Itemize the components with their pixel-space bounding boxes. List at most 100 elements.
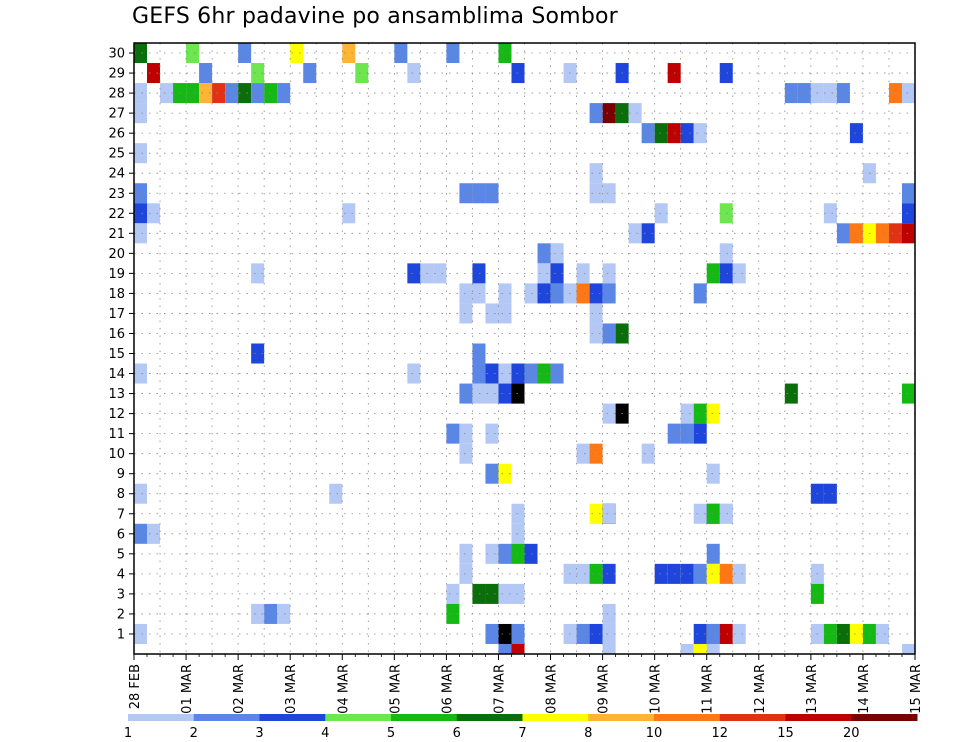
precip-cell [732, 263, 746, 284]
y-tick-label: 11 [108, 427, 125, 442]
y-tick-label: 28 [108, 87, 125, 102]
legend-label: 2 [190, 726, 198, 741]
y-tick-label: 25 [108, 147, 125, 162]
precip-cell [628, 103, 642, 124]
y-tick-label: 30 [108, 47, 125, 62]
precip-cell [836, 623, 850, 644]
precip-cell [186, 83, 200, 104]
precip-cell [680, 123, 694, 144]
y-tick-label: 27 [108, 107, 125, 122]
precip-cell [459, 443, 473, 464]
precip-cell [511, 643, 525, 654]
precip-cell [641, 223, 655, 244]
precip-cell [719, 623, 733, 644]
color-legend: 1 2 3 4 5 6 7 8 10 12 15 20 [124, 714, 918, 741]
precip-cell [823, 83, 837, 104]
precip-cell [303, 63, 317, 84]
precip-cell [186, 43, 200, 64]
precip-cell [329, 483, 343, 504]
precip-cell [706, 403, 720, 424]
y-tick-label: 2 [117, 607, 125, 622]
y-tick-label: 13 [108, 387, 125, 402]
y-tick-label: 8 [117, 487, 125, 502]
precip-cell [277, 83, 291, 104]
heatmap-cells [134, 43, 915, 654]
precip-cell [589, 623, 603, 644]
precip-cell [147, 523, 161, 544]
precip-cell [160, 83, 174, 104]
precip-cell [602, 503, 616, 524]
precip-cell [706, 543, 720, 564]
precip-cell [719, 503, 733, 524]
precip-cell [251, 63, 265, 84]
precip-cell [498, 43, 512, 64]
precip-cell [602, 283, 616, 304]
y-tick-label: 24 [108, 167, 125, 182]
legend-label: 1 [124, 726, 132, 741]
y-tick-label: 5 [117, 547, 125, 562]
precip-cell [602, 103, 616, 124]
precip-cell [589, 443, 603, 464]
precip-cell [732, 623, 746, 644]
legend-swatch [719, 714, 786, 721]
precip-cell [446, 423, 460, 444]
precip-cell [901, 83, 915, 104]
legend-label: 7 [518, 726, 526, 741]
legend-swatch [588, 714, 655, 721]
chart-title: GEFS 6hr padavine po ansamblima Sombor [132, 4, 618, 29]
legend-swatch [193, 714, 260, 721]
precip-cell [485, 623, 499, 644]
precip-cell [875, 623, 889, 644]
precip-cell [550, 263, 564, 284]
precip-cell [576, 283, 590, 304]
x-tick-label: 28 FEB [128, 664, 143, 709]
y-tick-label: 14 [108, 367, 125, 382]
precip-cell [836, 83, 850, 104]
precip-cell [849, 123, 863, 144]
precip-cell [784, 83, 798, 104]
precip-cell [485, 383, 499, 404]
precip-cell [498, 543, 512, 564]
precip-cell [589, 103, 603, 124]
precip-cell [602, 403, 616, 424]
x-tick-label: 14 MAR [857, 664, 872, 714]
precip-cell [784, 383, 798, 404]
precip-cell [134, 83, 148, 104]
precip-cell [277, 603, 291, 624]
precip-cell [472, 263, 486, 284]
precip-cell [134, 523, 148, 544]
precip-cell [719, 563, 733, 584]
precip-cell [251, 343, 265, 364]
precip-cell [251, 83, 265, 104]
precip-cell [355, 63, 369, 84]
y-axis: 1234567891011121314151617181920212223242… [108, 47, 134, 642]
precip-cell [498, 463, 512, 484]
precip-cell [498, 363, 512, 384]
precip-cell [134, 483, 148, 504]
precip-cell [407, 363, 421, 384]
precip-cell [472, 283, 486, 304]
precip-cell [589, 303, 603, 324]
precip-cell [797, 83, 811, 104]
precip-cell [589, 183, 603, 204]
precip-cell [706, 503, 720, 524]
precip-cell [589, 563, 603, 584]
precip-cell [485, 543, 499, 564]
precip-cell [537, 243, 551, 264]
precip-cell [472, 583, 486, 604]
precip-cell [576, 563, 590, 584]
x-tick-label: 01 MAR [180, 664, 195, 714]
precip-cell [498, 283, 512, 304]
precip-cell [602, 643, 616, 654]
precip-cell [849, 223, 863, 244]
precip-cell [459, 383, 473, 404]
precip-cell [849, 623, 863, 644]
y-tick-label: 3 [117, 587, 125, 602]
precip-cell [706, 563, 720, 584]
y-tick-label: 12 [108, 407, 125, 422]
y-tick-label: 23 [108, 187, 125, 202]
precip-cell [498, 643, 512, 654]
precip-cell [446, 603, 460, 624]
precip-cell [576, 443, 590, 464]
